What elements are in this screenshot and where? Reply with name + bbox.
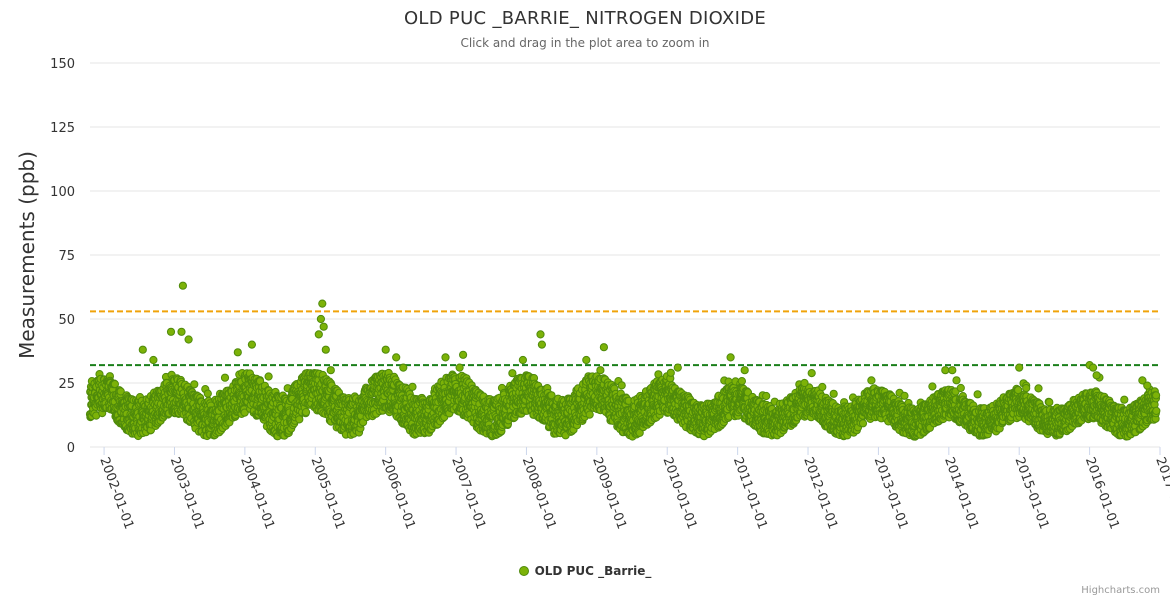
data-point[interactable] (900, 391, 909, 400)
data-point[interactable] (1045, 398, 1054, 407)
data-point[interactable] (818, 382, 827, 392)
data-point[interactable] (585, 410, 594, 419)
data-point[interactable] (190, 380, 199, 389)
data-point[interactable] (617, 381, 626, 390)
data-point[interactable] (408, 382, 417, 391)
data-point[interactable] (1034, 384, 1043, 393)
data-point[interactable] (952, 376, 961, 385)
scatter-points (85, 281, 1161, 441)
data-point[interactable] (264, 372, 273, 381)
data-point[interactable] (829, 389, 838, 398)
data-point[interactable] (928, 382, 937, 391)
data-point[interactable] (807, 369, 816, 378)
data-point[interactable] (858, 419, 868, 428)
data-point[interactable] (973, 390, 982, 399)
grid-lines (90, 62, 1160, 448)
data-point[interactable] (116, 387, 125, 396)
data-point[interactable] (762, 391, 771, 401)
data-point[interactable] (110, 380, 120, 389)
data-point[interactable] (203, 389, 212, 398)
data-point[interactable] (301, 408, 311, 417)
chart-title: OLD PUC _BARRIE_ NITROGEN DIOXIDE (403, 8, 767, 29)
chart-subtitle: Click and drag in the plot area to zoom … (460, 36, 710, 50)
data-point[interactable] (956, 383, 965, 393)
data-point[interactable] (220, 373, 230, 382)
data-point[interactable] (295, 415, 304, 424)
reference-lines (90, 310, 1160, 367)
data-point[interactable] (508, 369, 517, 378)
data-point[interactable] (737, 377, 747, 386)
